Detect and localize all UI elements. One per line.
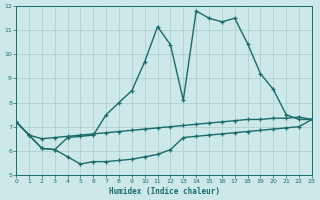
X-axis label: Humidex (Indice chaleur): Humidex (Indice chaleur) — [108, 187, 220, 196]
